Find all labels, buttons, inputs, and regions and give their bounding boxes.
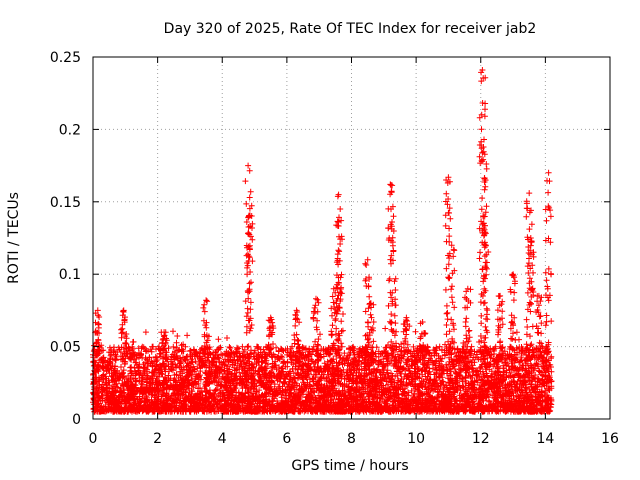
y-tick-label: 0.25: [50, 50, 81, 66]
x-tick-labels: 0 2 4 6 8 10 12 14 16: [89, 431, 619, 447]
x-tick-label: 10: [407, 431, 425, 447]
axis-ticks: [92, 56, 611, 420]
data-points: [90, 67, 555, 415]
x-tick-label: 16: [601, 431, 619, 447]
y-tick-labels: 0 0.05 0.1 0.15 0.2 0.25: [50, 50, 81, 428]
x-tick-label: 2: [153, 431, 162, 447]
x-axis-label: GPS time / hours: [291, 458, 408, 474]
chart-title: Day 320 of 2025, Rate Of TEC Index for r…: [164, 21, 537, 37]
x-tick-label: 6: [282, 431, 291, 447]
y-tick-label: 0: [72, 412, 81, 428]
series-roti-markers: [90, 67, 555, 415]
y-tick-label: 0.2: [59, 122, 81, 138]
y-tick-label: 0.1: [59, 267, 81, 283]
x-tick-label: 8: [347, 431, 356, 447]
y-tick-label: 0.15: [50, 195, 81, 211]
x-tick-label: 12: [472, 431, 490, 447]
x-tick-label: 14: [536, 431, 554, 447]
grid-lines: [93, 57, 610, 419]
x-tick-label: 0: [89, 431, 98, 447]
x-tick-label: 4: [218, 431, 227, 447]
y-tick-label: 0.05: [50, 340, 81, 356]
y-axis-label: ROTI / TECUs: [6, 192, 22, 284]
